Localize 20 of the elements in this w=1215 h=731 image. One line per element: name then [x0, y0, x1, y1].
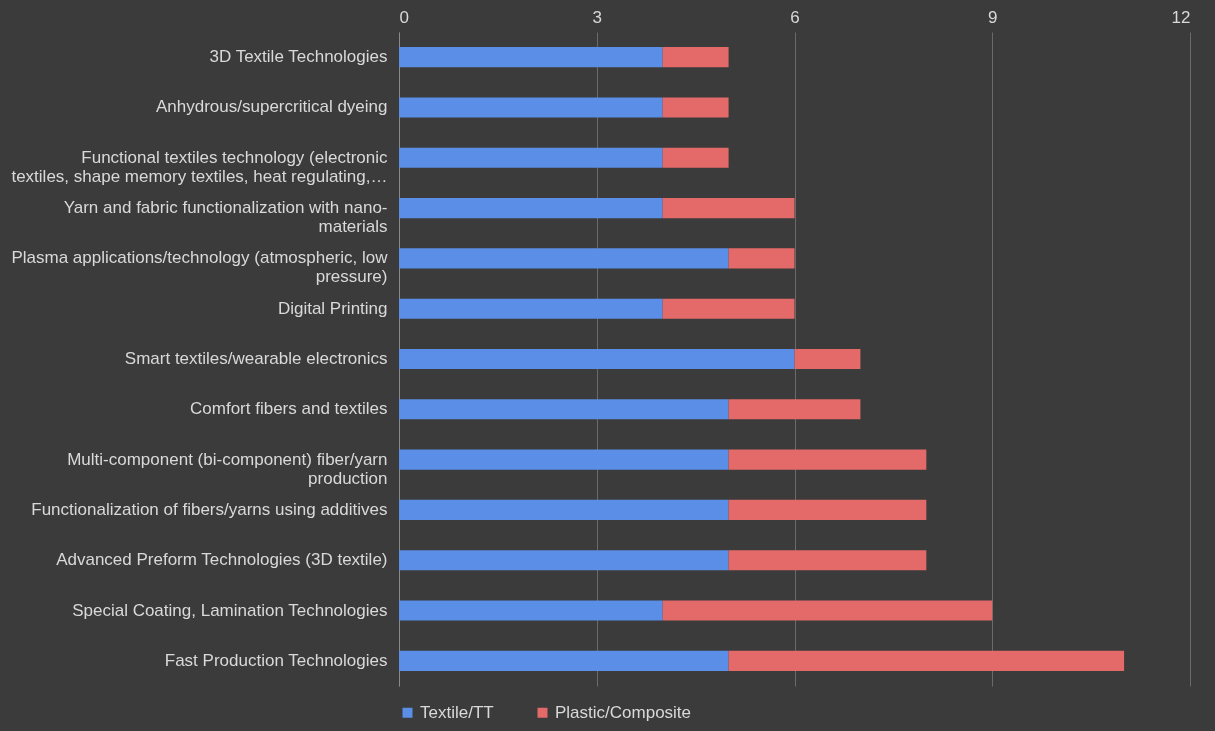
y-tick-label: 3D Textile Technologies [209, 47, 388, 67]
y-tick-label: Digital Printing [277, 298, 388, 318]
y-tick-label: Smart textiles/wearable electronics [124, 349, 388, 368]
y-tick-label: Yarn and fabric functionalization with nano-materials [63, 198, 388, 237]
x-tick-label: 0 [399, 7, 409, 27]
y-tick-label: Advanced Preform Technologies (3D textile) [56, 550, 388, 570]
y-tick-label: Anhydrous/supercritical dyeing [155, 97, 388, 117]
y-tick-label: Special Coating, Lamination Technologies [72, 600, 388, 620]
legend-label: Textile/TT [420, 702, 494, 722]
legend-label: Plastic/Composite [555, 702, 692, 722]
y-tick-label: Functional textiles technology (electronic textiles, shape memory textiles, heat regulating,… [11, 147, 388, 186]
x-tick-label: 3 [592, 7, 602, 27]
y-tick-label: Plasma applications/technology (atmospheric, low pressure) [11, 248, 389, 287]
x-tick-label: 12 [1171, 7, 1191, 27]
y-tick-label: Multi-component (bi-component) fiber/yarn production [67, 449, 388, 488]
x-tick-label: 9 [988, 7, 998, 27]
x-tick-label: 6 [790, 7, 800, 27]
y-tick-label: Functionalization of fibers/yarns using additives [31, 499, 388, 519]
y-tick-label: Fast Production Technologies [164, 650, 388, 670]
y-tick-label: Comfort fibers and textiles [190, 399, 388, 419]
